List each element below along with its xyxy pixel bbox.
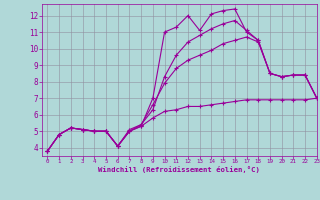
X-axis label: Windchill (Refroidissement éolien,°C): Windchill (Refroidissement éolien,°C) bbox=[98, 166, 260, 173]
